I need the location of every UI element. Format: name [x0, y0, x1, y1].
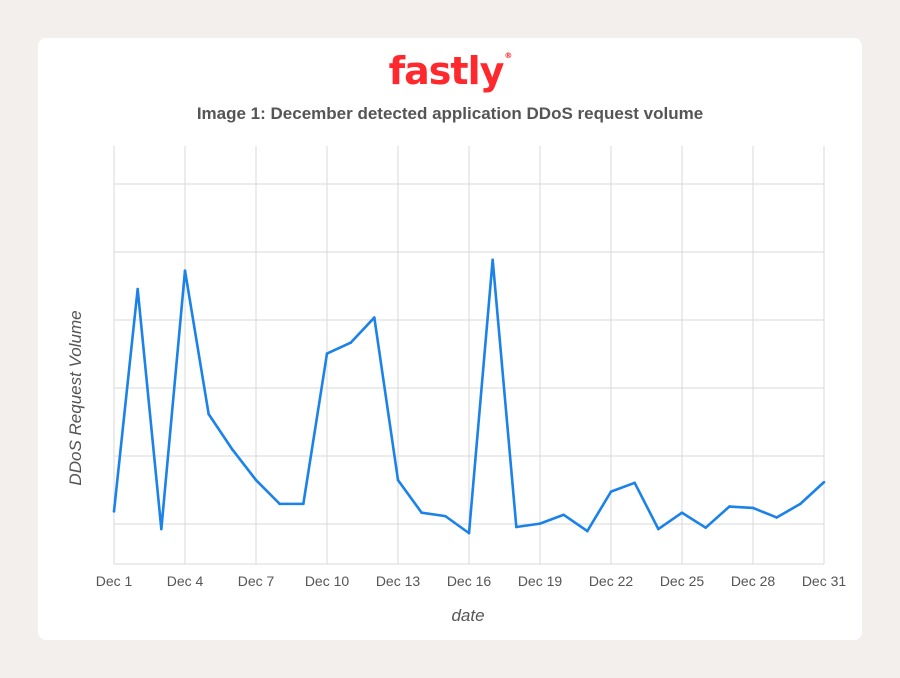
data-point [562, 513, 565, 517]
x-tick-label: Dec 1 [96, 573, 133, 589]
data-point [254, 478, 258, 482]
chart-card: fastly® Image 1: December detected appli… [38, 38, 862, 640]
x-tick-label: Dec 16 [447, 573, 492, 589]
data-point [728, 505, 731, 508]
series-layer [112, 258, 826, 535]
line-chart: Dec 1 Dec 4 Dec 7 Dec 10 Dec 13 Dec 16 Dec 19 D… [96, 146, 847, 589]
x-tick-label: Dec 13 [376, 573, 421, 589]
data-point [704, 526, 707, 529]
data-point [231, 448, 234, 451]
x-tick-label: Dec 25 [660, 573, 705, 589]
data-point [467, 531, 471, 535]
x-tick-label: Dec 28 [731, 573, 776, 589]
data-point [420, 511, 423, 515]
data-point [515, 525, 518, 529]
fastly-logo: fastly® [38, 49, 862, 93]
data-point [325, 352, 329, 355]
data-point [349, 341, 352, 345]
x-axis-label: date [451, 606, 485, 625]
data-point [444, 514, 447, 518]
chart-title: Image 1: December detected application D… [196, 104, 704, 123]
data-point [822, 480, 826, 484]
chart-grid [113, 146, 825, 565]
data-point [302, 502, 305, 506]
data-point [112, 510, 116, 513]
data-point [586, 529, 589, 533]
data-point [609, 490, 613, 493]
data-point [207, 412, 210, 416]
logo-registered-mark: ® [504, 51, 512, 60]
x-tick-label: Dec 4 [167, 573, 204, 589]
data-point [183, 269, 187, 272]
data-point [160, 527, 163, 531]
x-tick-label: Dec 10 [305, 573, 350, 589]
data-point [491, 258, 494, 262]
data-point [278, 502, 281, 506]
logo-text: fastly [388, 49, 505, 93]
x-tick-label: Dec 22 [589, 573, 634, 589]
x-tick-label: Dec 7 [238, 573, 275, 589]
x-tick-label: Dec 19 [518, 573, 563, 589]
data-point [633, 481, 636, 485]
x-tick-label: Dec 31 [802, 573, 847, 589]
data-point [538, 522, 542, 525]
data-point [775, 516, 778, 519]
data-point [680, 511, 684, 515]
x-tick-labels: Dec 1 Dec 4 Dec 7 Dec 10 Dec 13 Dec 16 Dec 19 D… [96, 573, 847, 589]
data-point [799, 502, 802, 506]
data-point [396, 478, 400, 482]
data-point [751, 506, 755, 510]
data-point [657, 527, 660, 531]
data-point [136, 287, 139, 291]
data-point [373, 316, 376, 319]
